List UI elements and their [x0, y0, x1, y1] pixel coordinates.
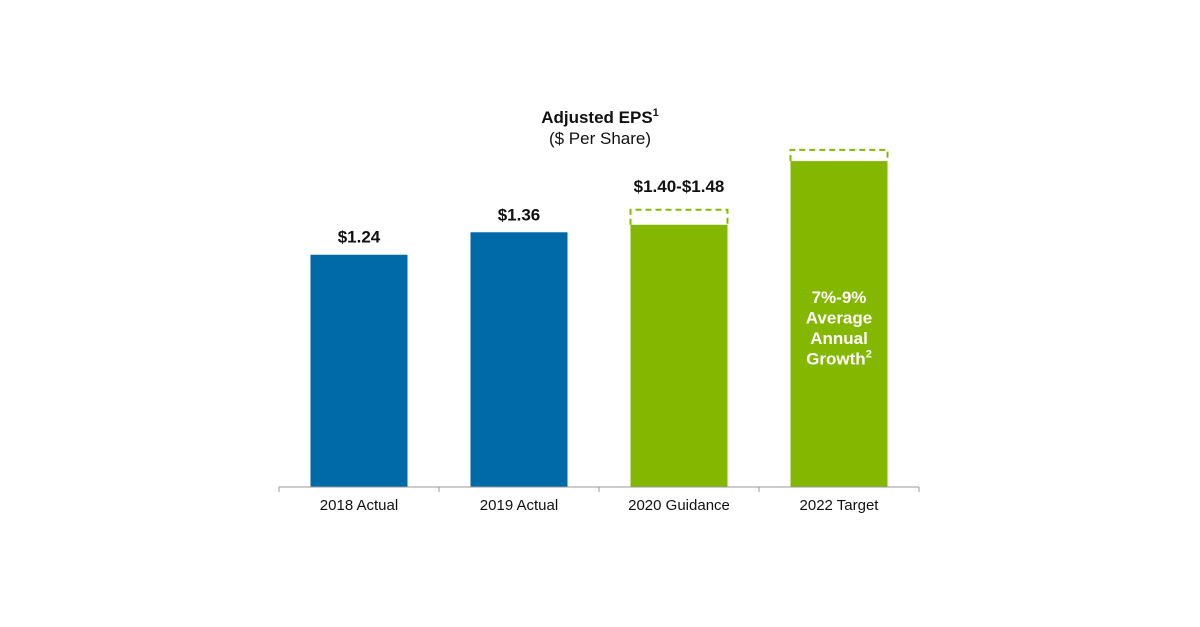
annotation-superscript: 2 — [866, 349, 872, 361]
bar-2 — [630, 224, 728, 487]
x-tick-label-3: 2022 Target — [800, 497, 880, 514]
annotation-0-line-3: Growth2 — [806, 349, 872, 369]
x-axis: 2018 Actual 2019 Actual 2020 Guidance 2022 … — [278, 486, 920, 514]
x-tick-label-2: 2020 Guidance — [628, 497, 730, 514]
chart-title-text: Adjusted EPS — [541, 108, 652, 127]
x-tick-label-1: 2019 Actual — [480, 497, 558, 514]
annotation-0-line-2: Annual — [810, 329, 868, 348]
chart-title: Adjusted EPS1 — [541, 107, 659, 127]
x-tick-label-0: 2018 Actual — [320, 497, 398, 514]
range-outline-3 — [789, 148, 889, 162]
labels-layer: $1.24 $1.36 $1.40-$1.48 7%-9% AverageAnnualG… — [338, 177, 873, 369]
data-label-2: $1.40-$1.48 — [634, 177, 725, 196]
chart-title-superscript: 1 — [653, 107, 659, 119]
bar-1 — [470, 232, 568, 487]
bars-layer — [310, 148, 889, 487]
data-label-1: $1.36 — [498, 205, 541, 224]
range-outline-2 — [629, 208, 729, 225]
bar-3 — [790, 161, 888, 487]
chart-subtitle: ($ Per Share) — [549, 129, 651, 148]
bar-0 — [310, 254, 408, 487]
annotation-0-line-1: Average — [806, 309, 872, 328]
data-label-0: $1.24 — [338, 228, 381, 247]
annotation-0-line-0: 7%-9% — [812, 288, 867, 307]
